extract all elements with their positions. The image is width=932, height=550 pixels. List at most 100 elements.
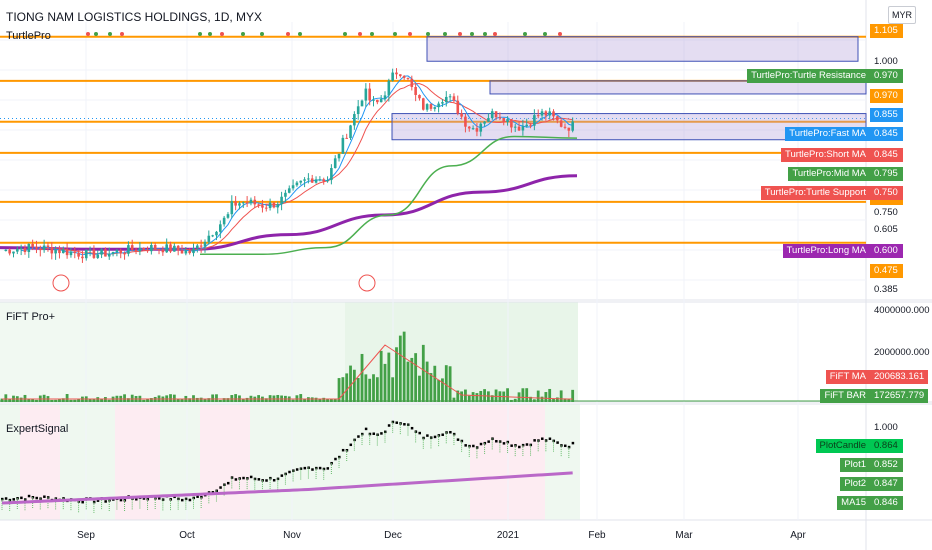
expert-ma-line: [1, 471, 573, 505]
fift-bar: [368, 378, 372, 402]
price-candle: [241, 202, 245, 204]
plotcandle-label: PlotCandle: [815, 439, 870, 453]
long-ma-line: [0, 174, 578, 251]
fift-bar: [77, 398, 80, 402]
fift-bar: [444, 365, 448, 402]
fift-bar: [448, 366, 452, 402]
signal-dot: [370, 32, 374, 36]
price-candle: [479, 123, 483, 132]
signal-dot: [408, 32, 412, 36]
price-candle: [383, 95, 387, 100]
price-candle: [77, 253, 80, 257]
price-candle: [16, 249, 19, 252]
expert-background-band: [330, 404, 385, 520]
mid-ma-line: [199, 135, 578, 255]
price-candle: [157, 249, 161, 251]
price-candle: [4, 249, 8, 252]
fift-bar: [207, 398, 211, 402]
fift-bar: [433, 365, 437, 402]
expert-candle: [272, 478, 276, 482]
price-candle: [406, 77, 410, 79]
signal-dot: [286, 32, 290, 36]
price-candle: [345, 137, 348, 139]
price-candle: [253, 199, 257, 205]
expert-candle: [20, 496, 23, 500]
fift-pane-label[interactable]: FiFT Pro+: [6, 311, 56, 323]
fift-bar: [42, 394, 46, 402]
plot1-label: Plot1: [840, 458, 870, 472]
price-candle: [353, 114, 356, 126]
fift-bar: [494, 389, 498, 402]
price-candle: [261, 205, 264, 208]
fift-bar: [65, 394, 69, 402]
expert-candle: [449, 430, 452, 434]
price-candle: [123, 253, 126, 255]
price-candle: [372, 99, 375, 101]
price-level-tag: 1.105: [870, 24, 903, 38]
price-candle: [475, 128, 479, 132]
signal-dot: [120, 32, 124, 36]
currency-button[interactable]: MYR: [888, 6, 916, 24]
expert-candle: [188, 498, 192, 502]
price-candle: [211, 235, 214, 237]
price-candle: [448, 96, 452, 98]
fift-bar: [58, 398, 61, 402]
price-candle: [176, 245, 180, 251]
price-candle: [326, 180, 329, 182]
fift-bar-label: FiFT BAR: [820, 389, 870, 403]
price-candle: [196, 245, 199, 249]
price-candle: [517, 126, 521, 131]
chart-title: TIONG NAM LOGISTICS HOLDINGS, 1D, MYX: [6, 10, 263, 24]
price-candle: [169, 244, 172, 252]
fift-bar: [264, 398, 268, 402]
price-candle: [471, 128, 475, 130]
long-ma-value: 0.600: [870, 244, 903, 258]
turtle-support-value: 0.750: [870, 186, 903, 200]
fift-bar: [506, 388, 509, 402]
expert-candle: [410, 426, 414, 430]
price-candle: [92, 249, 96, 258]
fift-bar: [467, 395, 471, 402]
expertsignal-pane-label[interactable]: ExpertSignal: [6, 423, 69, 435]
signal-dot: [558, 32, 562, 36]
price-candle: [349, 125, 352, 139]
fift-bar: [326, 398, 329, 402]
fift-bar: [349, 365, 352, 402]
price-candle: [272, 202, 276, 208]
fift-bar: [471, 392, 475, 402]
price-candle: [310, 178, 314, 183]
signal-dot: [260, 32, 264, 36]
expert-candle: [96, 499, 100, 502]
signal-dot: [523, 32, 527, 36]
fift-bar: [307, 397, 310, 402]
expert-candle: [510, 444, 513, 447]
price-candle: [230, 201, 234, 215]
expert-candle: [280, 474, 284, 477]
expert-candle: [556, 441, 559, 444]
ma15-value: 0.846: [870, 496, 903, 510]
expert-candle: [219, 486, 222, 489]
price-candle: [556, 116, 559, 121]
price-candle: [452, 96, 456, 101]
expert-candle: [27, 494, 31, 498]
price-candle: [104, 249, 107, 257]
expert-candle: [456, 438, 460, 441]
expert-candle: [395, 421, 398, 424]
turtle-resistance-label: TurtlePro:Turtle Resistance: [747, 69, 870, 83]
expert-candle: [426, 434, 429, 437]
price-candle: [402, 75, 406, 78]
fift-bar: [375, 377, 379, 402]
price-candle: [425, 104, 429, 110]
price-candle: [533, 115, 536, 126]
expert-candle: [495, 439, 498, 443]
fift-bar: [540, 396, 544, 402]
fift-bar: [92, 398, 96, 402]
fift-bar: [414, 353, 418, 402]
fift-bar: [23, 394, 27, 402]
expert-candle: [364, 427, 368, 431]
turtlepro-pane-label[interactable]: TurtlePro: [6, 30, 51, 42]
price-candle: [379, 99, 383, 103]
plot2-label: Plot2: [840, 477, 870, 491]
